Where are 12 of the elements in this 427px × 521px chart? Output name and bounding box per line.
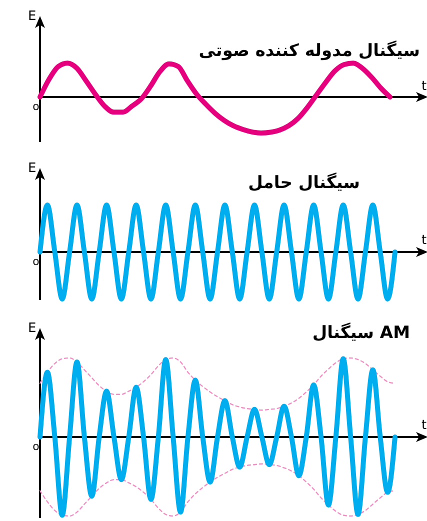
x-axis-title: t [421,79,427,94]
chart-title: سیگنال مدوله کننده صوتی [198,40,420,61]
annotation: o [32,440,40,453]
annotation: o [32,255,40,268]
chart-title: سیگنال AM [312,322,410,343]
y-axis-title: E [28,9,36,24]
x-axis-title: t [421,418,427,433]
x-axis-title: t [421,233,427,248]
y-axis-title: E [28,161,36,176]
chart-title: سیگنال حامل [248,172,360,193]
annotation: o [32,100,40,113]
y-axis-title: E [28,321,36,336]
